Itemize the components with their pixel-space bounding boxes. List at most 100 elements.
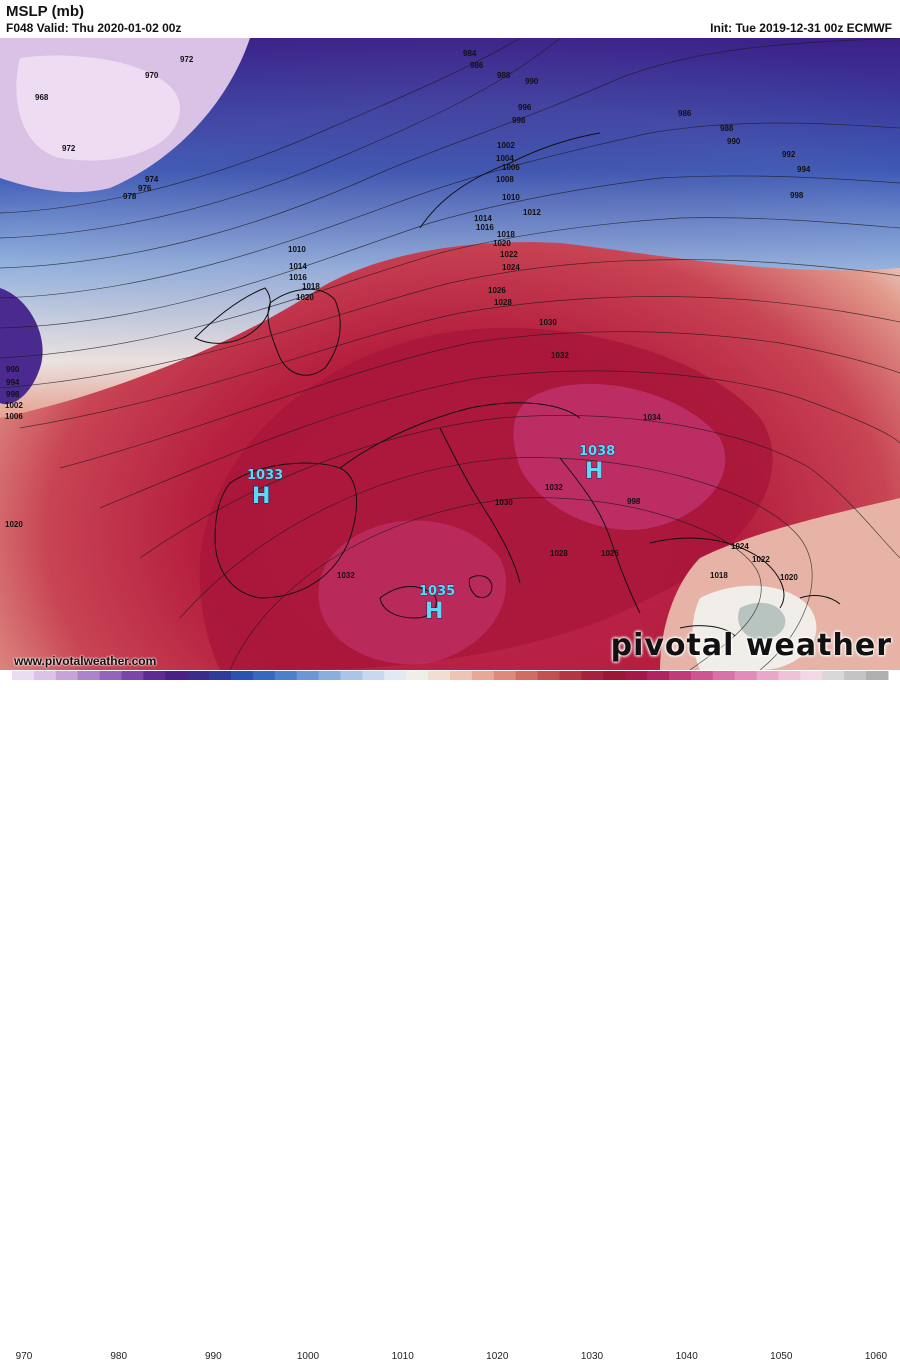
legend-ticks: 970 980 990 1000 1010 1020 1030 1040 1050 1060 (0, 1351, 900, 1363)
init-time: Init: Tue 2019-12-31 00z ECMWF (710, 21, 892, 35)
atlantic-low (0, 288, 43, 405)
isobar-label: 998 (790, 191, 804, 200)
isobar-label: 1032 (551, 351, 569, 360)
isobar-label: 994 (797, 165, 811, 174)
website-url[interactable]: www.pivotalweather.com (14, 654, 157, 668)
isobar-label: 1020 (493, 239, 511, 248)
legend-swatch (669, 671, 692, 680)
pressure-value: 1038 (579, 444, 615, 459)
legend-swatch (756, 671, 779, 680)
mslp-map[interactable]: 972 970 968 972 974 976 978 984 986 988 … (0, 38, 900, 670)
legend-swatch (12, 671, 35, 680)
isobar-label: 1006 (502, 163, 520, 172)
legend-swatch (822, 671, 845, 680)
legend-tick-label: 980 (110, 1351, 128, 1362)
legend-swatch (603, 671, 626, 680)
legend-swatch (99, 671, 122, 680)
legend-swatch (712, 671, 736, 680)
legend-swatch (450, 671, 473, 680)
isobar-label: 968 (35, 93, 49, 102)
legend-swatch (340, 671, 363, 680)
legend-swatch (296, 671, 320, 680)
high-pressure-marker: H (585, 459, 603, 484)
isobar-label: 1028 (550, 549, 568, 558)
isobar-label: 1008 (496, 175, 514, 184)
high-pressure-marker: H (425, 599, 443, 624)
legend-swatch (428, 671, 451, 680)
legend-swatch (55, 671, 79, 680)
legend-tick-label: 1050 (770, 1351, 793, 1362)
isobar-label: 1002 (5, 401, 23, 410)
legend-swatch (778, 671, 801, 680)
isobar-label: 1030 (539, 318, 557, 327)
legend-tick-label: 1060 (864, 1351, 888, 1362)
isobar-lines (0, 38, 900, 670)
isobar-label: 1024 (731, 542, 749, 551)
balkan-core (513, 383, 726, 530)
levant-core (738, 602, 786, 640)
isobar-label: 970 (145, 71, 159, 80)
isobar-label: 1026 (601, 549, 619, 558)
isobar-label: 994 (6, 378, 20, 387)
isobar-label: 976 (138, 184, 152, 193)
isobar-label: 1028 (494, 298, 512, 307)
legend-swatch (537, 671, 560, 680)
legend-tick-label: 970 (15, 1351, 33, 1362)
isobar-label: 1002 (497, 141, 515, 150)
pressure-value: 1035 (419, 584, 455, 599)
legend-swatch (362, 671, 385, 680)
isobar-label: 998 (512, 116, 526, 125)
legend-tick-label: 1020 (486, 1351, 509, 1362)
isobar-label: 986 (678, 109, 692, 118)
isobar-label: 1018 (302, 282, 320, 291)
map-canvas: 972 970 968 972 974 976 978 984 986 988 … (0, 38, 900, 670)
high-mediterranean: 1035 H (419, 584, 456, 625)
isobar-label: 1018 (497, 230, 515, 239)
isobar-label: 1022 (500, 250, 518, 259)
isobar-label: 1004 (496, 154, 514, 163)
legend-swatch (318, 671, 341, 680)
isobar-label-group: 972 970 968 972 974 976 978 984 986 988 … (5, 49, 811, 582)
legend-swatch (690, 671, 714, 680)
isobar-label: 1020 (780, 573, 798, 582)
legend-swatch (625, 671, 648, 680)
isobar-label: 1010 (288, 245, 306, 254)
legend-tick-label: 1040 (675, 1351, 698, 1362)
isobar-label: 990 (6, 365, 20, 374)
isobar-label: 972 (180, 55, 194, 64)
isobar-label: 1018 (710, 571, 728, 580)
isobar-label: 1030 (495, 498, 513, 507)
legend-tick-label: 1000 (296, 1351, 320, 1362)
legend-swatch (866, 671, 889, 680)
legend-swatch (734, 671, 758, 680)
legend-swatch (581, 671, 604, 680)
legend-swatch (384, 671, 407, 680)
legend-swatch (187, 671, 210, 680)
valid-time: F048 Valid: Thu 2020-01-02 00z (6, 21, 182, 35)
legend-swatch (209, 671, 232, 680)
isobar-label: 1014 (289, 262, 307, 271)
color-legend: 970 980 990 1000 1010 1020 1030 1040 1050 1060 (0, 670, 900, 1362)
isobar-label: 990 (525, 77, 539, 86)
legend-swatch (252, 671, 276, 680)
pressure-value: 1033 (247, 468, 283, 483)
chart-title: MSLP (mb) (6, 3, 85, 20)
legend-swatch (77, 671, 101, 680)
high-iberia: 1033 H (247, 468, 284, 510)
legend-tick-label: 990 (204, 1351, 222, 1362)
isobar-label: 974 (145, 175, 159, 184)
legend-swatch (274, 671, 298, 680)
isobar-label: 1032 (337, 571, 355, 580)
isobar-label: 998 (627, 497, 641, 506)
brand-logo: pivotal weather (610, 628, 892, 663)
legend-tick-label: 1030 (580, 1351, 604, 1362)
legend-swatch (121, 671, 144, 680)
isobar-label: 1006 (5, 412, 23, 421)
med-core (318, 520, 507, 665)
isobar-label: 1014 (474, 214, 492, 223)
legend-swatch (165, 671, 188, 680)
legend-swatch (143, 671, 166, 680)
isobar-label: 1020 (296, 293, 314, 302)
high-balkans: 1038 H (579, 444, 616, 485)
header: MSLP (mb) F048 Valid: Thu 2020-01-02 00z… (0, 0, 900, 38)
